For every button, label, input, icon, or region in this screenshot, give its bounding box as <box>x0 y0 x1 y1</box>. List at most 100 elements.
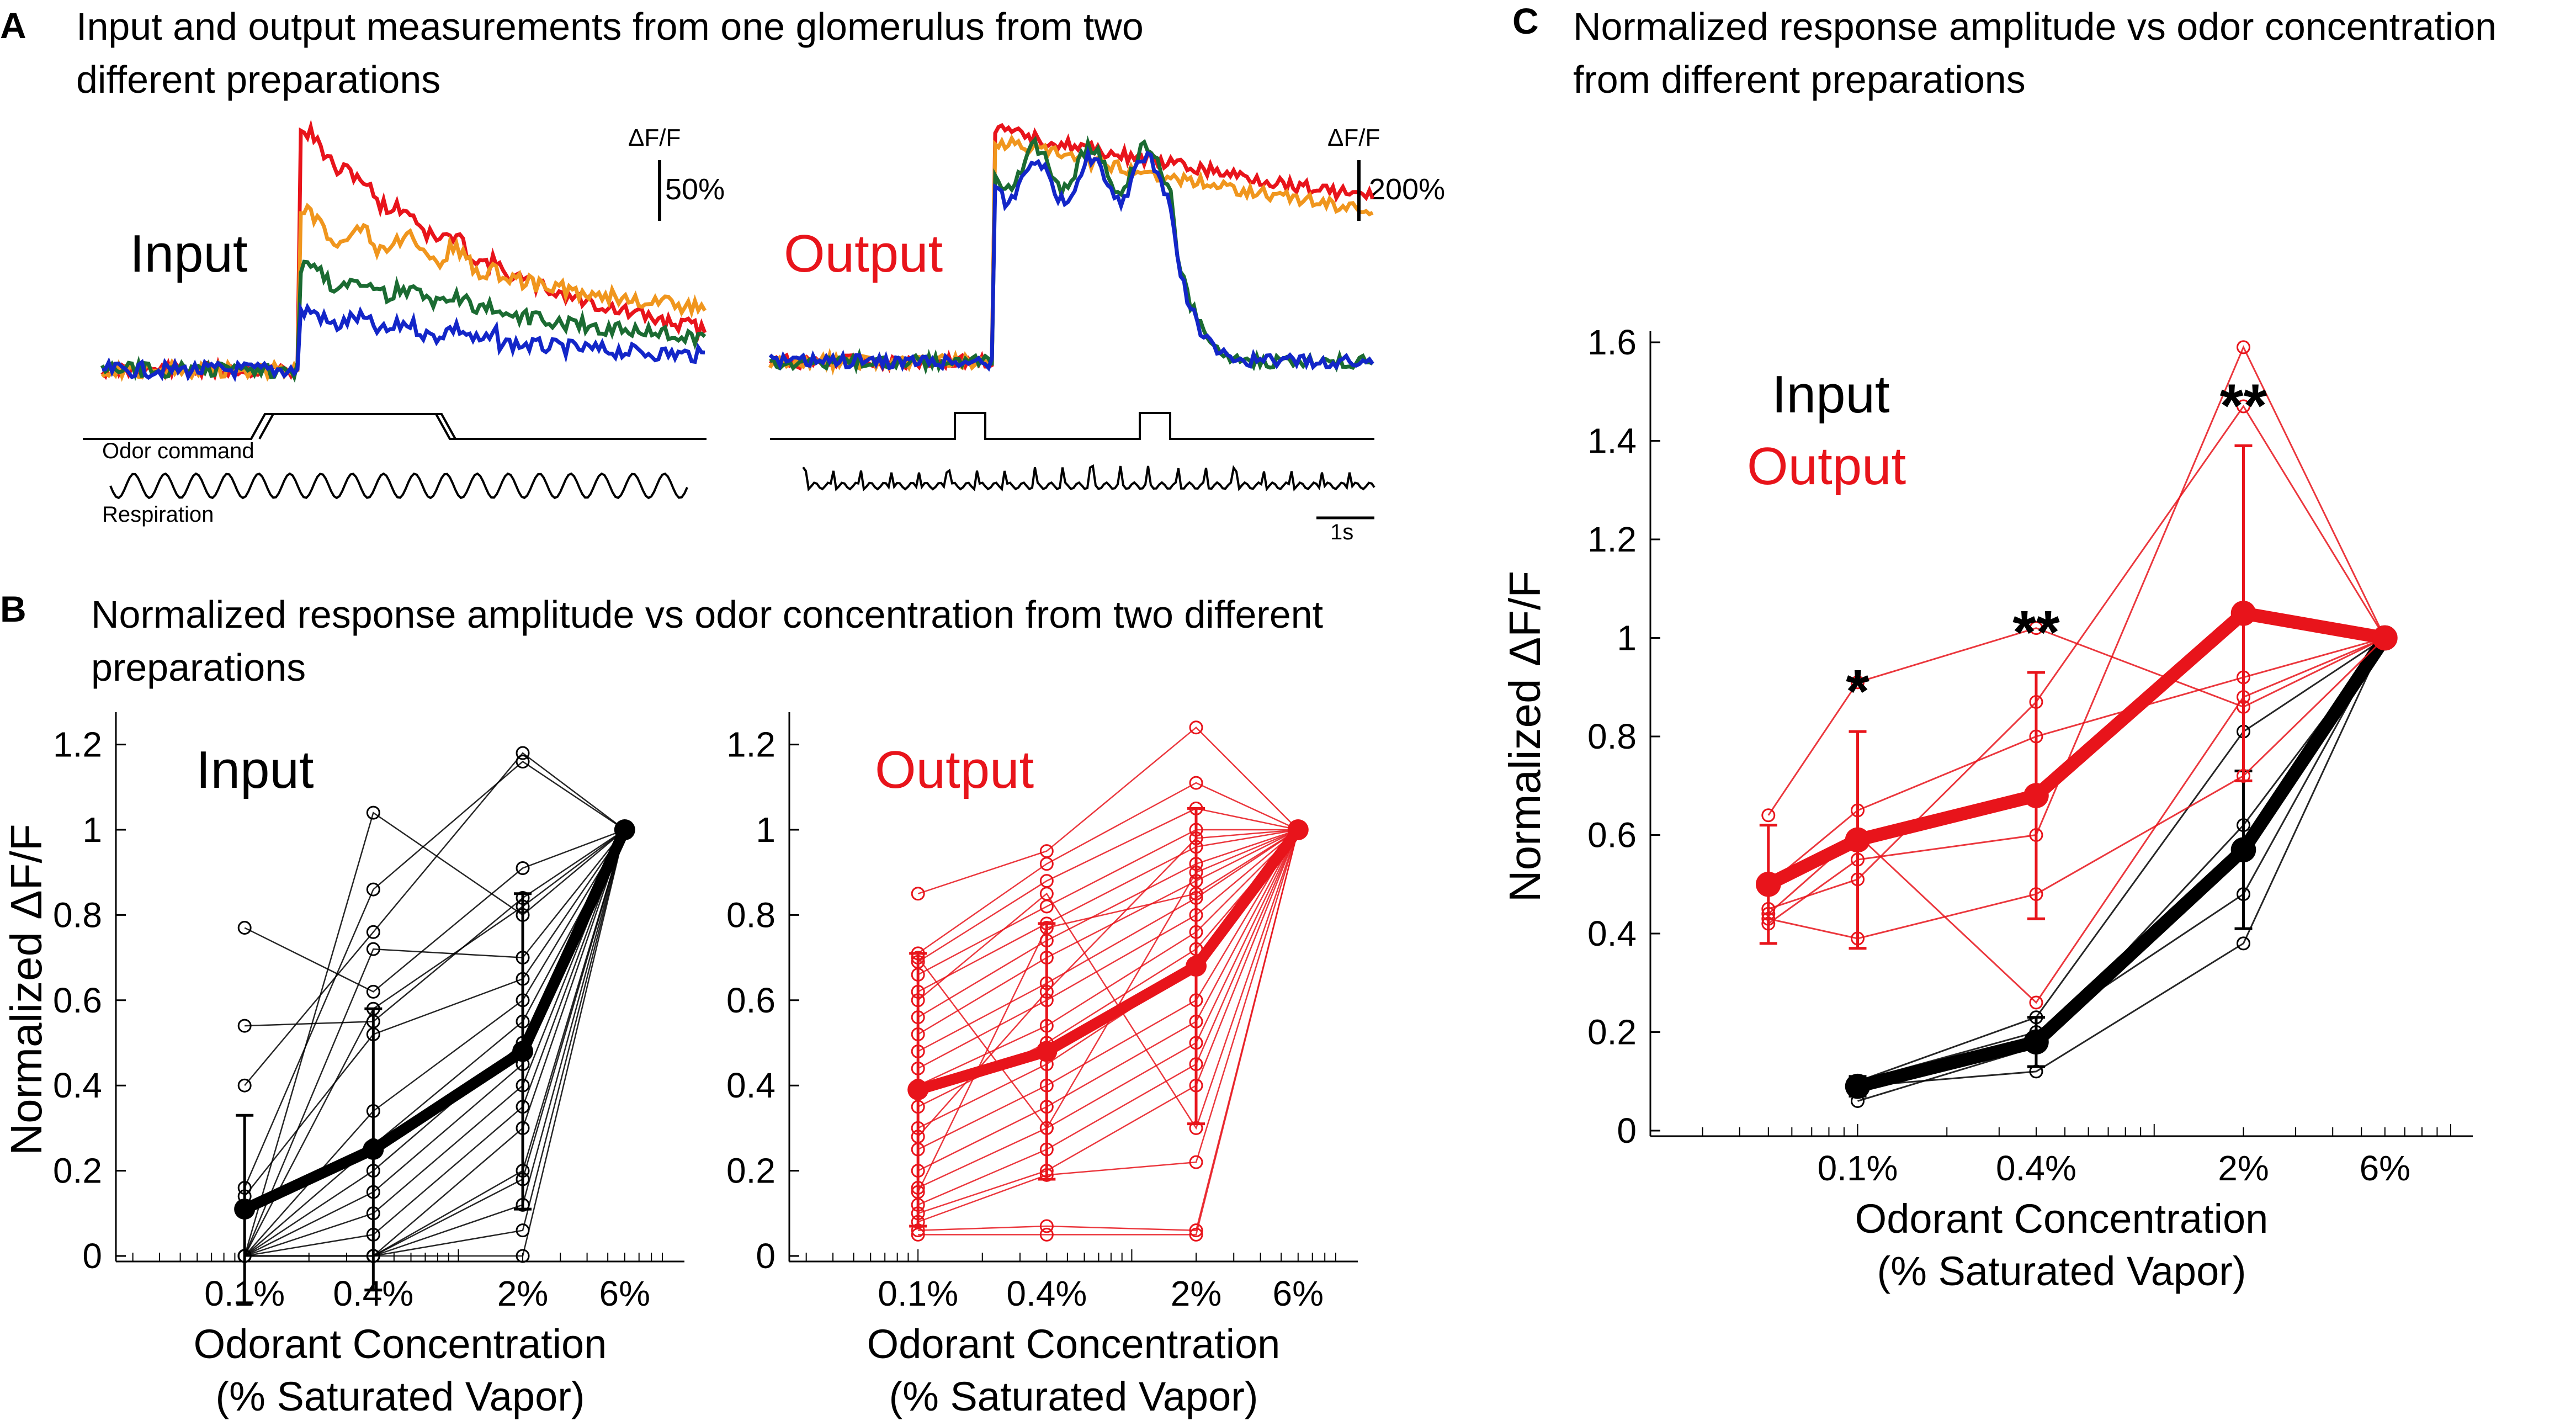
b-output-individual-point <box>1189 1155 1203 1169</box>
output-scale-unit: ΔF/F <box>1327 124 1380 151</box>
c-output-mean-point <box>2372 625 2398 651</box>
c-input-individual-line <box>1857 637 2386 1088</box>
y-axis-label: Normalized ΔF/F <box>1501 571 1549 902</box>
b-input-individual-point <box>237 1078 252 1093</box>
b-output-individual-line <box>917 829 1299 1151</box>
c-output-individual-point <box>2236 399 2250 414</box>
b-output-individual-point <box>1189 776 1203 790</box>
b-input-individual-point <box>516 1249 530 1263</box>
time-scale-label: 1s <box>1330 520 1354 544</box>
b-input-mean-point <box>512 1041 534 1062</box>
x-axis-label-2: (% Saturated Vapor) <box>889 1374 1258 1419</box>
input-scale-value: 50% <box>665 173 725 206</box>
b-input-individual-point <box>516 754 530 768</box>
c-input-mean-line <box>1856 634 2391 1093</box>
c-input-individual-line <box>1857 637 2386 1083</box>
respiration-label: Respiration <box>102 502 214 527</box>
input-trace-label: Input <box>130 224 248 283</box>
output-trace-3 <box>768 145 1374 372</box>
panel-b-letter: B <box>0 589 26 629</box>
b-output-mean-point <box>1186 956 1207 977</box>
b-input-individual-line <box>245 829 626 1257</box>
b-input-individual-point <box>366 805 380 820</box>
x-axis-label: Odorant Concentration <box>1855 1196 2269 1242</box>
b-output-individual-line <box>917 829 1299 1086</box>
input-trace-0 <box>100 119 707 381</box>
b-output-individual-line <box>917 829 1299 1018</box>
output-respiration <box>802 464 1375 492</box>
b-output-individual-point <box>1039 887 1054 901</box>
y-tick-label: 1.6 <box>1587 322 1637 362</box>
b-input-individual-line <box>244 829 625 1257</box>
b-input-individual-point <box>237 921 252 935</box>
b-input-individual-line <box>244 829 625 1257</box>
chart-b-input-title: Input <box>196 740 314 799</box>
y-tick-label: 0.2 <box>53 1151 102 1191</box>
input-trace-3 <box>102 301 705 383</box>
b-input-individual-line <box>244 829 625 1197</box>
y-tick-label: 1.4 <box>1587 421 1637 461</box>
output-scale-value: 200% <box>1369 173 1446 206</box>
panel-c-letter: C <box>1512 1 1539 41</box>
c-output-individual-point <box>2236 340 2250 354</box>
chart-b-output: 0 0.2 0.4 0.6 0.8 1 1.2 0.1% 0.4% 2% 6% Odorant Con… <box>726 712 1358 1419</box>
y-tick-label: 1.2 <box>1587 519 1637 559</box>
input-odor-command <box>83 413 707 440</box>
b-output-individual-line <box>917 829 1299 1214</box>
b-output-individual-line <box>917 829 1298 976</box>
y-tick-label: 0.6 <box>53 980 102 1020</box>
b-output-individual-line <box>917 782 1299 954</box>
x-axis-label-2: (% Saturated Vapor) <box>1877 1248 2246 1294</box>
b-output-mean-point <box>907 1079 929 1100</box>
b-input-individual-line <box>244 829 625 1257</box>
c-output-individual-line <box>1767 627 2386 816</box>
b-input-individual-point <box>516 861 530 875</box>
c-output-individual-point <box>1851 675 1865 690</box>
x-tick-label: 0.4% <box>1996 1148 2076 1188</box>
b-output-individual-line <box>917 829 1299 1171</box>
significance-annotation: * <box>1846 658 1869 725</box>
b-output-individual-point <box>911 887 925 901</box>
b-input-individual-line <box>244 829 625 1257</box>
panel-b-title: Normalized response amplitude vs odor co… <box>91 593 1324 689</box>
x-tick-label: 6% <box>1273 1274 1324 1313</box>
y-tick-label: 1 <box>756 810 776 850</box>
b-output-individual-line <box>917 829 1298 1137</box>
x-axis-label-2: (% Saturated Vapor) <box>215 1374 585 1419</box>
panel-a-letter: A <box>0 5 26 46</box>
b-input-individual-point <box>516 746 530 760</box>
b-output-individual-line <box>917 829 1299 1192</box>
b-output-mean-point <box>1036 1041 1058 1062</box>
b-input-mean-line <box>242 827 630 1215</box>
b-output-individual-line <box>917 808 1299 963</box>
b-output-individual-point <box>1039 1219 1054 1233</box>
chart-c-legend-output: Output <box>1747 437 1906 496</box>
y-tick-label: 0.2 <box>726 1151 776 1191</box>
y-tick-label: 0 <box>1617 1111 1637 1151</box>
b-output-individual-point <box>1039 1227 1054 1242</box>
c-input-mean-point <box>2230 837 2256 863</box>
b-input-individual-line <box>244 829 625 993</box>
b-input-individual-line <box>244 752 625 1086</box>
c-output-individual-point <box>2029 621 2043 635</box>
b-output-individual-point <box>1189 720 1203 735</box>
b-output-individual-line <box>917 829 1299 1130</box>
input-respiration <box>109 472 688 500</box>
output-trace-label: Output <box>784 224 943 283</box>
chart-c: 0 0.2 0.4 0.6 0.8 1 1.2 1.4 1.6 0.1% 0.4% 2% 6% Odora… <box>1501 322 2473 1294</box>
x-tick-label: 6% <box>2360 1148 2411 1188</box>
x-tick-label: 6% <box>599 1274 651 1313</box>
c-input-individual-line <box>1857 637 2386 1083</box>
b-output-individual-line <box>917 829 1299 1206</box>
b-output-mean-point <box>1287 819 1309 840</box>
x-tick-label: 2% <box>497 1274 549 1313</box>
y-tick-label: 1 <box>82 810 102 850</box>
x-tick-label: 2% <box>1171 1274 1222 1313</box>
b-input-individual-point <box>366 984 380 999</box>
b-output-individual-line <box>917 829 1299 1107</box>
significance-annotation: ** <box>2220 372 2267 439</box>
x-axis-label: Odorant Concentration <box>194 1321 607 1367</box>
x-tick-label: 0.1% <box>878 1274 958 1313</box>
y-tick-label: 0.4 <box>1587 914 1637 953</box>
b-input-individual-point <box>366 942 380 956</box>
